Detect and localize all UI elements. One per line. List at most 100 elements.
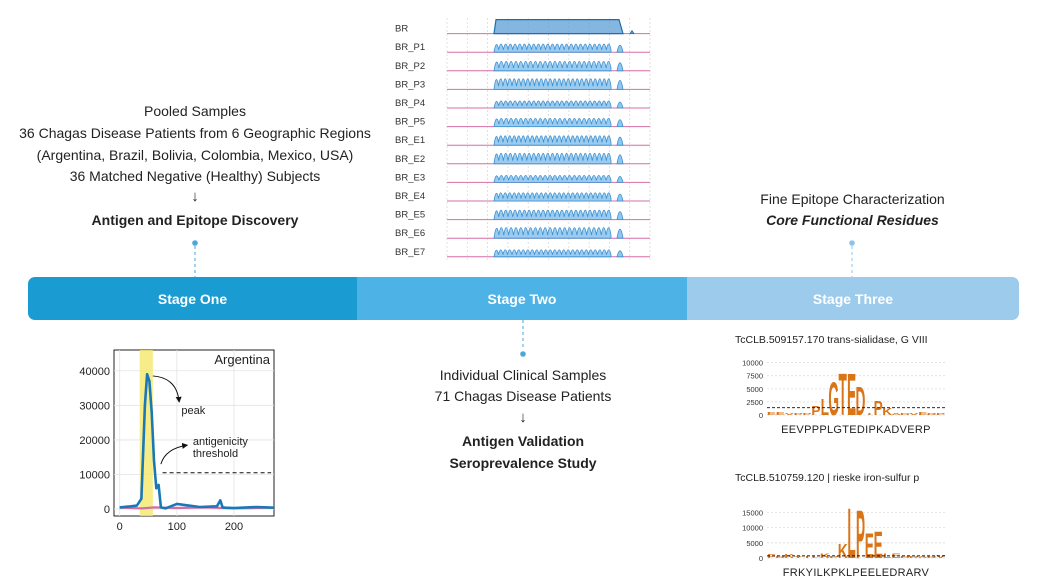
- stage-two-line-2: 71 Chagas Disease Patients: [434, 388, 612, 404]
- track-signal: [616, 193, 624, 202]
- track-label: BR: [395, 24, 408, 35]
- stage-one-segment: Stage One: [28, 277, 357, 320]
- logo-letter: I: [805, 556, 809, 559]
- logo-letter: D: [856, 380, 866, 424]
- stage-one-line-4: 36 Matched Negative (Healthy) Subjects: [69, 168, 321, 184]
- track-signal: [616, 250, 624, 258]
- track-signal: [616, 136, 624, 146]
- stage-two-arrow: ↓: [519, 409, 527, 426]
- track-signal: [616, 80, 624, 90]
- stage-three-label: Stage Three: [812, 290, 894, 307]
- stage-two-line-1: Individual Clinical Samples: [439, 367, 607, 383]
- logo-title: TcCLB.510759.120 | rieske iron-sulfur p: [735, 472, 919, 484]
- plot-area: [113, 349, 275, 517]
- logo-letter: K: [838, 539, 848, 562]
- logo-letter: E: [891, 552, 900, 559]
- track-signal: [616, 119, 624, 127]
- connector-stage-two: [520, 320, 526, 357]
- annotation-peak: peak: [181, 405, 205, 417]
- logo-letter: R: [775, 556, 785, 559]
- logo-y-tick: 5000: [746, 385, 763, 394]
- logo-letter: V: [909, 413, 919, 416]
- track-label: BR_E5: [395, 210, 425, 221]
- logo-letter: A: [918, 556, 928, 559]
- track-label: BR_E4: [395, 191, 425, 202]
- logo-letter: E: [918, 412, 927, 417]
- track-label: BR_E7: [395, 247, 425, 258]
- logo-letter: P: [794, 413, 804, 416]
- logo-sequence: FRKYILKPKLPEELEDRARV: [783, 567, 930, 579]
- logo-y-tick: 15000: [742, 509, 763, 518]
- y-tick-label: 30000: [79, 400, 110, 412]
- logo-letter: E: [874, 523, 883, 566]
- stage-one-line-1: Pooled Samples: [144, 103, 246, 119]
- track-signal: [493, 192, 612, 202]
- track-signal: [616, 44, 624, 53]
- logo-letter: E: [767, 412, 776, 417]
- stage-three-segment: Stage Three: [687, 277, 1019, 320]
- track-signal: [493, 100, 612, 109]
- stage-two-label: Stage Two: [487, 290, 557, 307]
- logo-sequence: EEVPPPLGTEDIPKADVERP: [781, 424, 931, 436]
- logo-y-tick: 0: [759, 554, 763, 563]
- track-signal: [493, 227, 612, 239]
- logo-letter: P: [802, 413, 812, 416]
- stage-one-label: Stage One: [157, 290, 228, 307]
- logo-letter: R: [927, 413, 937, 416]
- y-tick-label: 0: [104, 504, 110, 516]
- stage-one-line-2: 36 Chagas Disease Patients from 6 Geogra…: [19, 125, 371, 141]
- stage-bar: Stage One Stage Two Stage Three: [28, 277, 1019, 320]
- track-label: BR_P5: [395, 117, 425, 128]
- track-label: BR_P3: [395, 79, 425, 90]
- track-label: BR_P2: [395, 61, 425, 72]
- logo-letter: P: [856, 496, 865, 574]
- track-signal: [493, 19, 624, 35]
- track-signal: [616, 211, 624, 220]
- logo-letter: I: [867, 413, 871, 416]
- stage-one-arrow: ↓: [191, 188, 199, 205]
- track-label: BR_E2: [395, 154, 425, 165]
- track-signal: [493, 152, 612, 165]
- track-signal: [616, 101, 624, 109]
- logo-letter: L: [812, 556, 820, 559]
- track-signal: [616, 154, 624, 165]
- track-signal: [616, 228, 624, 239]
- track-signal: [629, 29, 635, 34]
- logo-letter: P: [936, 413, 946, 416]
- stage-one-result: Antigen and Epitope Discovery: [91, 212, 299, 228]
- logo-letter: D: [900, 556, 910, 559]
- logo-letter: E: [865, 526, 874, 566]
- stage-two-result-1: Antigen Validation: [461, 433, 585, 449]
- track-label: BR_P4: [395, 98, 425, 109]
- stage-two-segment: Stage Two: [357, 277, 687, 320]
- track-signal: [616, 62, 624, 72]
- track-signal: [616, 176, 624, 183]
- stage-three-line-2: Core Functional Residues: [766, 212, 939, 228]
- track-signal: [493, 174, 612, 183]
- logo-letter: V: [936, 555, 945, 560]
- threshold-arrow: [160, 442, 189, 465]
- track-signal: [493, 209, 612, 220]
- panel-title: Argentina: [214, 352, 270, 367]
- y-tick-label: 10000: [79, 470, 110, 482]
- logo-letter: P: [811, 403, 820, 418]
- connector-stage-one: [192, 240, 198, 277]
- x-tick-label: 100: [168, 521, 186, 533]
- series-line: [119, 372, 275, 510]
- stage-two-result-2: Seroprevalence Study: [449, 455, 597, 471]
- logo-letter: V: [785, 413, 795, 416]
- epitope-logo-2: TcCLB.510759.120 | rieske iron-sulfur p 0…: [735, 472, 945, 579]
- logo-y-tick: 0: [759, 411, 763, 420]
- logo-letter: K: [882, 406, 892, 418]
- track-panel: BR BR_P1 BR_P2 BR_P3 BR_P4 BR_P5 BR_E1 BR_E2 BR_…: [395, 18, 651, 260]
- logo-y-tick: 2500: [746, 398, 763, 407]
- stage-three-line-1: Fine Epitope Characterization: [760, 191, 945, 207]
- track-signal: [493, 43, 612, 53]
- logo-letter: G: [828, 374, 839, 426]
- logo-letter: A: [891, 413, 901, 416]
- connector-stage-three: [849, 240, 855, 277]
- epitope-logo-1: TcCLB.509157.170 trans-sialidase, G VIII…: [735, 334, 946, 436]
- y-tick-label: 40000: [79, 366, 110, 378]
- logo-title: TcCLB.509157.170 trans-sialidase, G VIII: [735, 334, 928, 346]
- logo-letter: R: [909, 556, 919, 559]
